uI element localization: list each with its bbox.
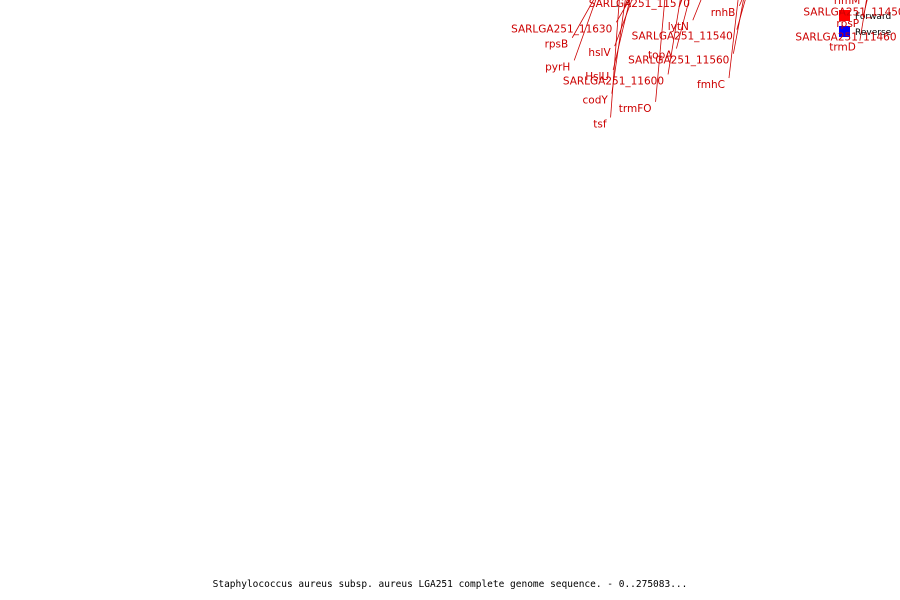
- leader-line: [571, 0, 594, 38]
- leader-line: [655, 0, 666, 102]
- legend-swatch-forward: [839, 10, 850, 21]
- gene-labels: pyrRpyrPpyrBpyrCpyrAApyrABSARLGA251_1117…: [511, 0, 900, 130]
- leader-line: [728, 0, 739, 79]
- gene-label-sarlga251_11460: SARLGA251_11460: [795, 31, 896, 43]
- leader-line: [614, 0, 633, 47]
- gene-label-hslu: HslU: [585, 71, 609, 83]
- leader-line: [692, 0, 702, 21]
- legend-label-forward: Forward: [855, 12, 891, 22]
- leader-line: [615, 0, 630, 23]
- gene-label-hslv: hslV: [588, 47, 611, 59]
- leader-line: [667, 0, 681, 75]
- leader-line: [732, 0, 744, 54]
- gene-label-trmfo: trmFO: [619, 103, 652, 115]
- gene-label-rpsb: rpsB: [545, 39, 569, 51]
- legend-swatch-reverse: [839, 26, 850, 37]
- legend-label-reverse: Reverse: [855, 28, 892, 38]
- gene-label-rnhb: rnhB: [711, 7, 736, 19]
- gene-label-trmd: trmD: [829, 42, 856, 54]
- gene-label-sarlga251_11450: SARLGA251_11450: [803, 7, 900, 19]
- scale-dot-inner: [616, 5, 618, 7]
- leader-line: [676, 0, 690, 49]
- leader-line: [610, 0, 620, 118]
- gene-label-rpsp: rpsP: [836, 18, 859, 30]
- gene-label-tsf: tsf: [593, 118, 607, 130]
- gene-label-sarlga251_11570: SARLGA251_11570: [589, 0, 690, 10]
- gene-label-topa: topA: [648, 50, 673, 62]
- leader-line: [573, 0, 597, 61]
- leader-line: [859, 0, 867, 41]
- caption: Staphylococcus aureus subsp. aureus LGA2…: [212, 579, 688, 590]
- gene-label-sarlga251_11540: SARLGA251_11540: [632, 31, 733, 43]
- gene-label-fmhc: fmhC: [697, 79, 725, 91]
- gene-label-rimm: rimM: [834, 0, 861, 7]
- gene-label-sarlga251_11630: SARLGA251_11630: [511, 23, 612, 35]
- gene-label-sarlga251_11560: SARLGA251_11560: [628, 55, 729, 67]
- legend: Forward Reverse: [839, 10, 892, 38]
- gene-label-lytn: lytN: [668, 21, 689, 33]
- gene-label-cody: codY: [583, 95, 609, 107]
- gene-label-pyrh: pyrH: [545, 61, 570, 73]
- leader-line: [736, 0, 746, 30]
- leader-line: [611, 0, 626, 94]
